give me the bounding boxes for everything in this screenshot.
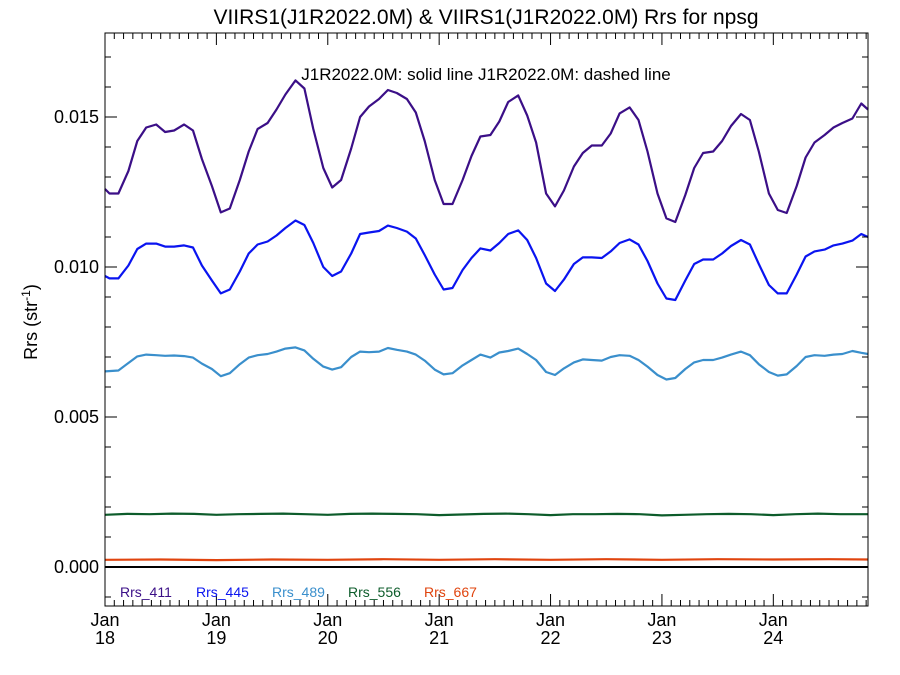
x-tick-label-month: Jan <box>202 610 231 630</box>
legend-entry-rrs-556: Rrs_556 <box>348 584 401 600</box>
series-line-rrs-556 <box>104 512 868 517</box>
y-axis-label-main: Rrs (str <box>21 301 41 360</box>
y-axis-label: Rrs (str-1) <box>19 284 41 360</box>
x-tick-label-year: 18 <box>95 628 115 648</box>
x-tick-label-month: Jan <box>313 610 342 630</box>
x-tick-label-year: 19 <box>206 628 226 648</box>
plot-layer: 0.0000.0050.0100.015Jan18Jan19Jan20Jan21… <box>54 32 869 648</box>
series-line-rrs-667 <box>104 558 869 562</box>
x-tick-label-year: 22 <box>541 628 561 648</box>
x-tick-label-month: Jan <box>647 610 676 630</box>
y-axis-label-sup: -1 <box>19 290 33 301</box>
x-tick-label-year: 24 <box>763 628 783 648</box>
series-line-rrs-411 <box>104 79 869 224</box>
x-tick-label-month: Jan <box>536 610 565 630</box>
x-tick-label-month: Jan <box>759 610 788 630</box>
legend-entry-rrs-489: Rrs_489 <box>272 584 325 600</box>
chart-title: VIIRS1(J1R2022.0M) & VIIRS1(J1R2022.0M) … <box>213 6 758 29</box>
y-tick-label: 0.000 <box>54 557 99 577</box>
series-line-rrs-489 <box>104 346 869 381</box>
legend-entry-rrs-411: Rrs_411 <box>120 584 172 600</box>
y-tick-label: 0.005 <box>54 407 99 427</box>
x-tick-label-month: Jan <box>90 610 119 630</box>
plot-frame <box>104 32 869 607</box>
x-tick-label-year: 23 <box>652 628 672 648</box>
x-tick-label-year: 21 <box>429 628 449 648</box>
y-tick-label: 0.015 <box>54 107 99 127</box>
legend-entry-rrs-445: Rrs_445 <box>196 584 249 600</box>
y-tick-label: 0.010 <box>54 257 99 277</box>
x-tick-label-year: 20 <box>318 628 338 648</box>
y-axis-label-tail: ) <box>21 284 41 290</box>
x-tick-label-month: Jan <box>425 610 454 630</box>
chart-annotation: J1R2022.0M: solid line J1R2022.0M: dashe… <box>301 65 671 84</box>
legend-entry-rrs-667: Rrs_667 <box>424 584 477 600</box>
series-line-rrs-445 <box>104 219 869 302</box>
